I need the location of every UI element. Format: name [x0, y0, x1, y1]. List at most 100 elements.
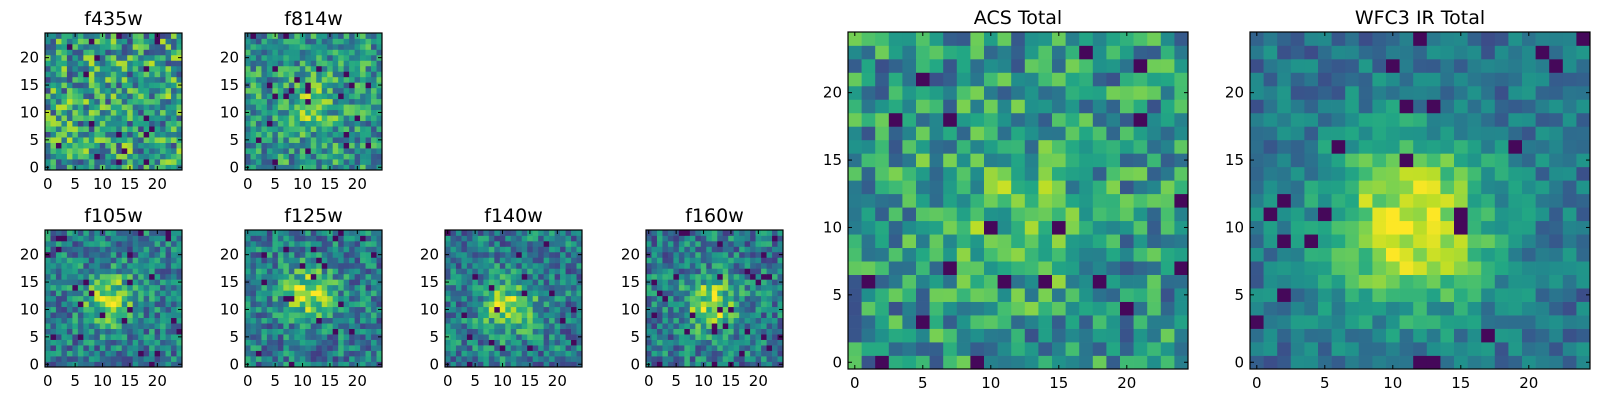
heatmap-cell [55, 148, 62, 154]
heatmap-cell [1535, 220, 1550, 235]
heatmap-cell [1065, 139, 1080, 154]
heatmap-cell [365, 339, 372, 346]
heatmap-cell [277, 126, 284, 132]
heatmap-cell [66, 317, 73, 324]
heatmap-cell [689, 306, 696, 313]
heatmap-cell [250, 153, 257, 160]
heatmap-cell [888, 207, 903, 222]
heatmap-cell [160, 82, 166, 89]
heatmap-cell [1562, 274, 1577, 289]
heatmap-cell [678, 290, 685, 297]
heatmap-cell [354, 251, 361, 258]
heatmap-cell [121, 148, 128, 154]
heatmap-cell [1318, 220, 1332, 235]
heatmap-cell [848, 274, 862, 289]
heatmap-cell [321, 361, 328, 368]
heatmap-cell [744, 251, 751, 258]
heatmap-cell [354, 328, 361, 335]
heatmap-cell [99, 93, 106, 100]
heatmap-cell [316, 33, 323, 39]
heatmap-cell [55, 268, 62, 275]
heatmap-cell [717, 284, 724, 291]
heatmap-cell [99, 251, 106, 258]
heatmap-cell [77, 148, 84, 154]
heatmap-cell [717, 317, 724, 324]
heatmap-cell [527, 345, 534, 351]
heatmap-cell [338, 295, 344, 302]
heatmap-cell [61, 93, 68, 100]
heatmap-cell [277, 312, 284, 319]
heatmap-cell [283, 246, 290, 253]
heatmap-cell [461, 240, 468, 247]
heatmap-cells-f435w [45, 33, 183, 171]
heatmap-cell [50, 148, 57, 154]
heatmap-cell [1331, 247, 1346, 262]
heatmap-cell [1250, 315, 1264, 329]
heatmap-cell [505, 345, 512, 351]
heatmap-cell [343, 54, 350, 61]
heatmap-cell [667, 257, 674, 264]
heatmap-cell [1147, 153, 1162, 168]
heatmap-cell [255, 54, 262, 61]
heatmap-cell [739, 246, 745, 253]
heatmap-cell [733, 290, 740, 297]
heatmap-cell [332, 279, 339, 286]
heatmap-cell [571, 350, 577, 357]
heatmap-cell [138, 301, 144, 308]
heatmap-cell [689, 301, 696, 308]
heatmap-cell [673, 290, 680, 297]
heatmap-cell [560, 312, 566, 319]
heatmap-cell [165, 251, 172, 258]
heatmap-cell [143, 268, 150, 275]
heatmap-cell [50, 98, 57, 105]
heatmap-cell [332, 235, 339, 242]
heatmap-cell [288, 345, 295, 351]
heatmap-cell [250, 345, 257, 351]
heatmap-cell [261, 279, 268, 286]
heatmap-cell [733, 323, 740, 329]
heatmap-cell [294, 279, 301, 286]
heatmap-cell [943, 288, 958, 302]
heatmap-cell [299, 339, 306, 346]
heatmap-cell [316, 131, 323, 138]
heatmap-cell [360, 142, 366, 149]
heatmap-cell [250, 251, 257, 258]
heatmap-cell [61, 159, 68, 165]
heatmap-cell [165, 350, 172, 357]
heatmap-cell [662, 273, 669, 280]
heatmap-cell [1092, 112, 1107, 127]
heatmap-cell [305, 60, 312, 67]
heatmap-cell [349, 54, 355, 61]
heatmap-cell [261, 82, 268, 89]
heatmap-cell [354, 290, 361, 297]
heatmap-cell [1358, 301, 1373, 316]
heatmap-cell [61, 339, 68, 346]
heatmap-cell [1358, 247, 1373, 262]
heatmap-cell [499, 262, 506, 269]
heatmap-cell [354, 142, 361, 149]
heatmap-cell [656, 323, 663, 329]
heatmap-cell [316, 148, 323, 154]
heatmap-cell [66, 148, 73, 154]
heatmap-cell [272, 295, 279, 302]
heatmap-cell [956, 139, 971, 154]
heatmap-cell [483, 323, 490, 329]
heatmap-cell [261, 240, 268, 247]
heatmap-cell [261, 312, 268, 319]
heatmap-cell [354, 115, 361, 122]
heatmap-cell [861, 32, 876, 46]
heatmap-cell [310, 93, 317, 100]
heatmap-cell [744, 235, 751, 242]
heatmap-cell [521, 361, 528, 368]
heatmap-cell [110, 60, 117, 67]
heatmap-cell [294, 38, 301, 45]
heatmap-cell [165, 295, 172, 302]
heatmap-cell [1481, 301, 1496, 316]
heatmap-cell [861, 315, 876, 329]
y-tick-label: 5 [429, 328, 439, 346]
x-tick-label: 15 [1049, 374, 1068, 392]
heatmap-cell [250, 323, 257, 329]
heatmap-cell [272, 235, 279, 242]
heatmap-cell [294, 257, 301, 264]
heatmap-cell [549, 251, 555, 258]
